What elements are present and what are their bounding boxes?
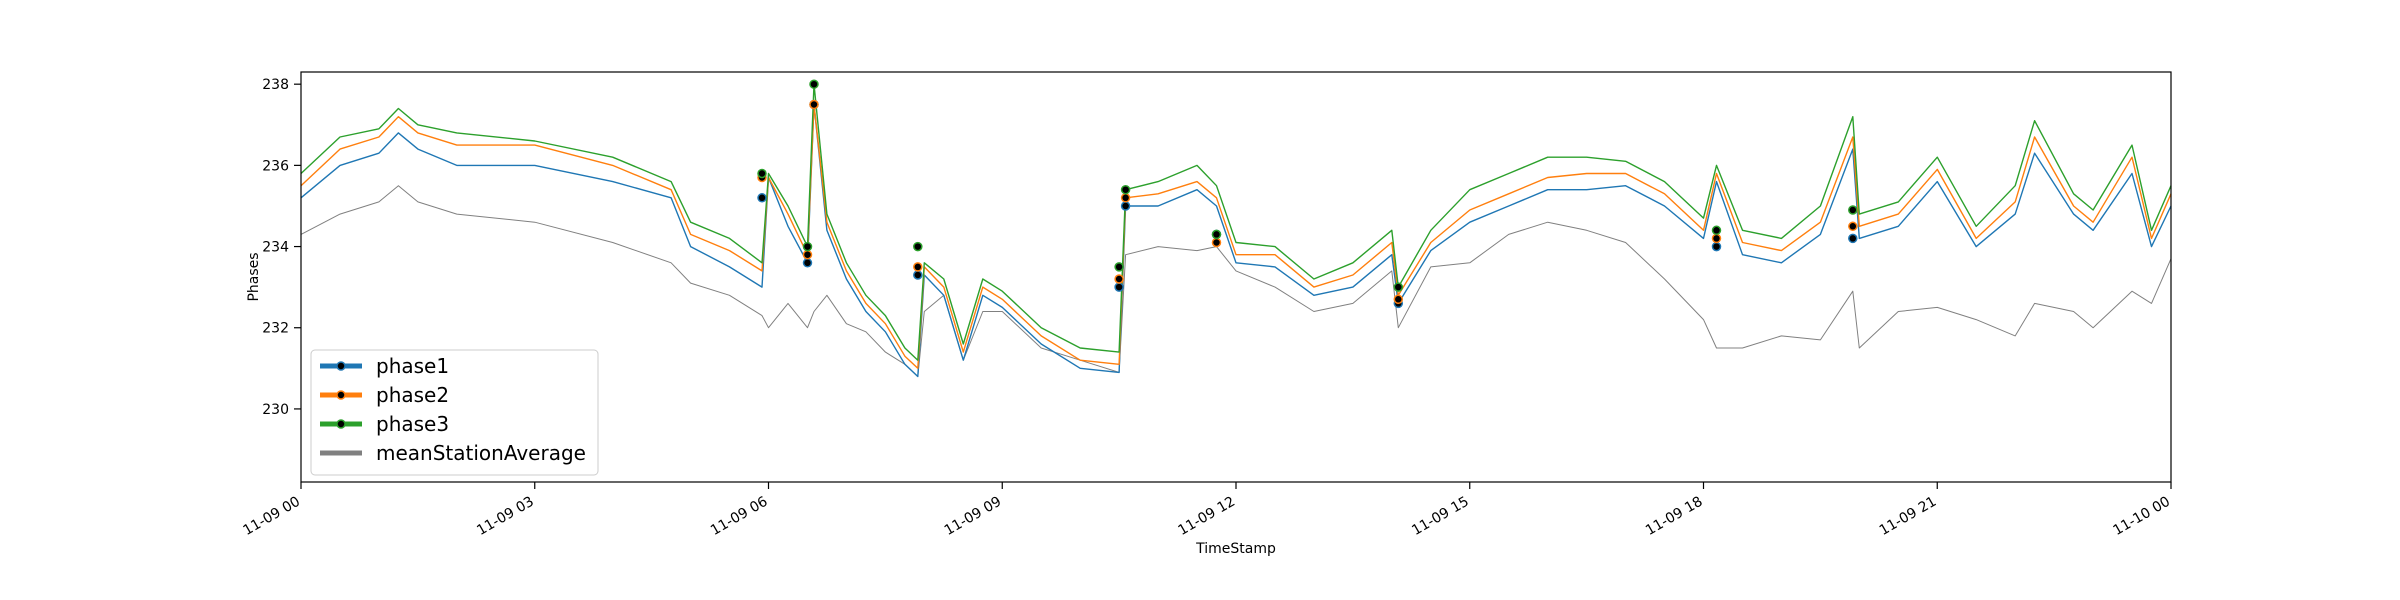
marker-phase1-4 (1114, 282, 1124, 292)
marker-phase3-6 (1211, 229, 1222, 240)
series-line-meanstationaverage (300, 185, 2172, 377)
legend: phase1 phase2 phase3 meanStationAverage (310, 349, 599, 476)
y-axis-label: Phases (246, 252, 262, 301)
marker-phase2-2 (809, 99, 819, 110)
legend-label-phase3: phase3 (376, 412, 449, 436)
y-tick-label-3: 236 (262, 158, 289, 174)
marker-phase3-2 (809, 79, 819, 89)
series-line-phase2 (300, 103, 2172, 369)
legend-label-phase2: phase2 (376, 383, 449, 407)
marker-phase1-9 (1848, 233, 1858, 244)
legend-marker-phase3 (336, 419, 346, 429)
marker-phase3-4 (1114, 262, 1124, 272)
marker-phase2-1 (802, 249, 813, 260)
marker-phase3-3 (913, 241, 923, 252)
marker-phase2-9 (1848, 221, 1858, 232)
legend-marker-phase2 (336, 390, 346, 400)
x-axis-label: TimeStamp (1195, 541, 1276, 557)
y-axis: 230 232 234 236 238 (262, 77, 301, 418)
series-line-phase3 (300, 83, 2172, 361)
marker-phase3-7 (1393, 282, 1404, 292)
series-line-phase1 (300, 103, 2172, 378)
y-tick-label-4: 238 (262, 77, 289, 93)
marker-phase1-3 (913, 270, 923, 280)
legend-label-phase1: phase1 (376, 354, 449, 378)
series-layer (300, 83, 2172, 378)
marker-phase3-1 (802, 241, 813, 252)
legend-label-meanstationaverage: meanStationAverage (376, 441, 586, 465)
y-tick-label-0: 230 (262, 402, 289, 418)
marker-phase2-8 (1711, 233, 1722, 244)
y-tick-label-2: 234 (262, 240, 289, 256)
marker-phase2-3 (913, 262, 923, 272)
marker-phase1-8 (1711, 241, 1722, 252)
y-tick-label-1: 232 (262, 321, 289, 337)
legend-marker-phase1 (336, 361, 346, 371)
marker-phase3-5 (1120, 184, 1131, 195)
marker-phase3-0 (757, 168, 767, 179)
marker-phase1-5 (1120, 201, 1131, 211)
marker-phase3-9 (1848, 205, 1858, 215)
marker-phase1-0 (757, 193, 767, 203)
marker-phase2-6 (1211, 237, 1222, 248)
marker-phase2-5 (1120, 193, 1131, 203)
marker-phase3-8 (1711, 225, 1722, 236)
marker-phase2-4 (1114, 274, 1124, 284)
marker-phase1-1 (802, 258, 813, 268)
marker-phase2-7 (1393, 294, 1404, 305)
legend-frame (310, 349, 599, 476)
marker-layer (757, 79, 1858, 309)
